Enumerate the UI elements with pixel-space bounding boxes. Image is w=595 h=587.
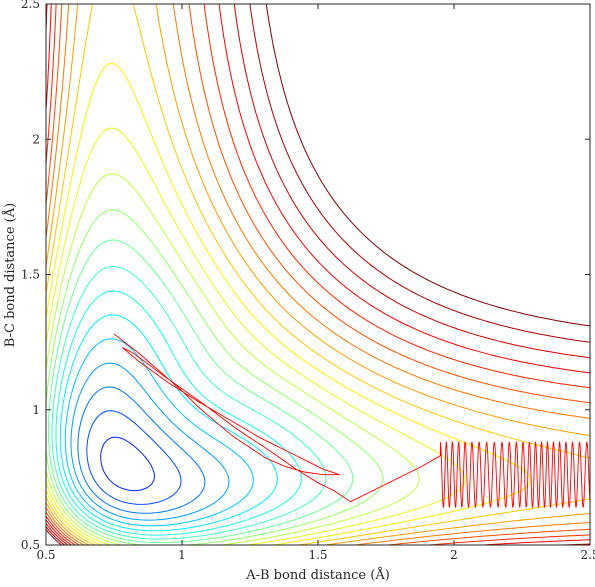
x-tick-label: 2.5 [580,548,595,562]
contour-level [46,209,384,545]
trajectory-line [113,333,590,509]
contour-level [46,4,590,545]
y-tick-label: 2 [32,132,40,146]
contour-level [100,436,155,492]
contour-level [46,127,466,545]
x-tick-label: 2 [450,548,458,562]
contour-level [70,362,230,521]
x-axis-ticks: 0.5 1 1.5 2 2.5 [36,4,595,562]
y-axis-label: B-C bond distance (Å) [2,203,18,347]
trajectory [113,333,590,509]
y-tick-label: 0.5 [21,538,40,552]
contour-lines [46,4,590,545]
y-axis-ticks: 0.5 1 1.5 2 2.5 [21,0,590,552]
contour-level [46,4,590,545]
contour-level [51,266,327,540]
x-axis-label: A-B bond distance (Å) [245,567,390,582]
contour-level [46,4,590,545]
contour-level [47,239,354,544]
contour-level [55,290,302,536]
contour-level [59,314,278,532]
contour-level [46,4,590,545]
contour-level [86,410,182,505]
x-tick-label: 1.5 [308,548,327,562]
contour-level [46,4,590,545]
y-tick-label: 1.5 [21,268,40,282]
y-tick-label: 2.5 [21,0,40,11]
contour-level [77,386,206,514]
contour-level [64,338,254,527]
x-tick-label: 0.5 [36,548,55,562]
contour-level [46,4,590,545]
x-tick-label: 1 [178,548,186,562]
y-tick-label: 1 [32,403,40,417]
contour-level [46,4,590,545]
contour-level [46,4,590,545]
contour-level [46,173,420,545]
